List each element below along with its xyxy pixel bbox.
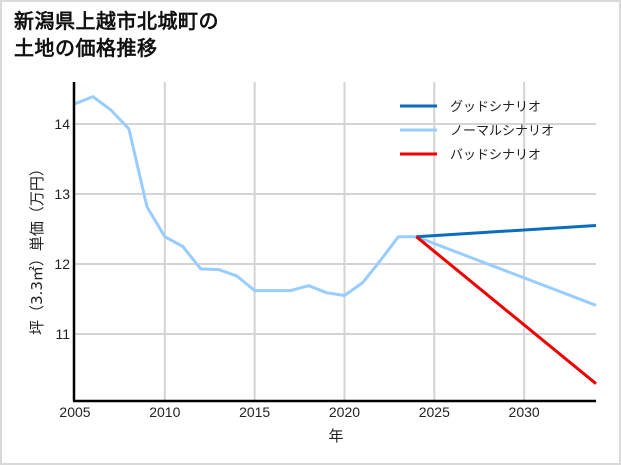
- chart-title: 新潟県上越市北城町の 土地の価格推移: [14, 8, 219, 62]
- series-line: [416, 224, 597, 239]
- gridlines: [75, 82, 596, 400]
- x-axis-label: 年: [328, 427, 343, 445]
- chart-title-line1: 新潟県上越市北城町の: [14, 9, 219, 33]
- legend-label: バッドシナリオ: [450, 148, 541, 163]
- x-tick-label: 2005: [59, 404, 90, 420]
- y-tick-label: 14: [54, 116, 70, 132]
- chart-title-line2: 土地の価格推移: [14, 36, 158, 60]
- x-tick-label: 2025: [419, 404, 450, 420]
- legend-label: ノーマルシナリオ: [450, 124, 554, 139]
- series-line: [74, 95, 597, 307]
- x-tick-label: 2020: [329, 404, 360, 420]
- x-tick-label: 2015: [239, 404, 270, 420]
- x-tick-label: 2030: [509, 404, 540, 420]
- tick-labels: 2005 2010 2015 2020 2025 2030 11 12 13 14: [54, 116, 539, 420]
- axes: [72, 82, 596, 403]
- x-tick-label: 2010: [149, 404, 180, 420]
- y-tick-label: 13: [54, 186, 70, 202]
- data-lines: [74, 95, 597, 385]
- y-tick-label: 12: [54, 256, 70, 272]
- series-line: [415, 235, 597, 385]
- y-tick-label: 11: [55, 326, 70, 342]
- y-axis-label: 坪（3.3㎡）単価（万円）: [28, 161, 46, 335]
- legend-label: グッドシナリオ: [450, 100, 541, 115]
